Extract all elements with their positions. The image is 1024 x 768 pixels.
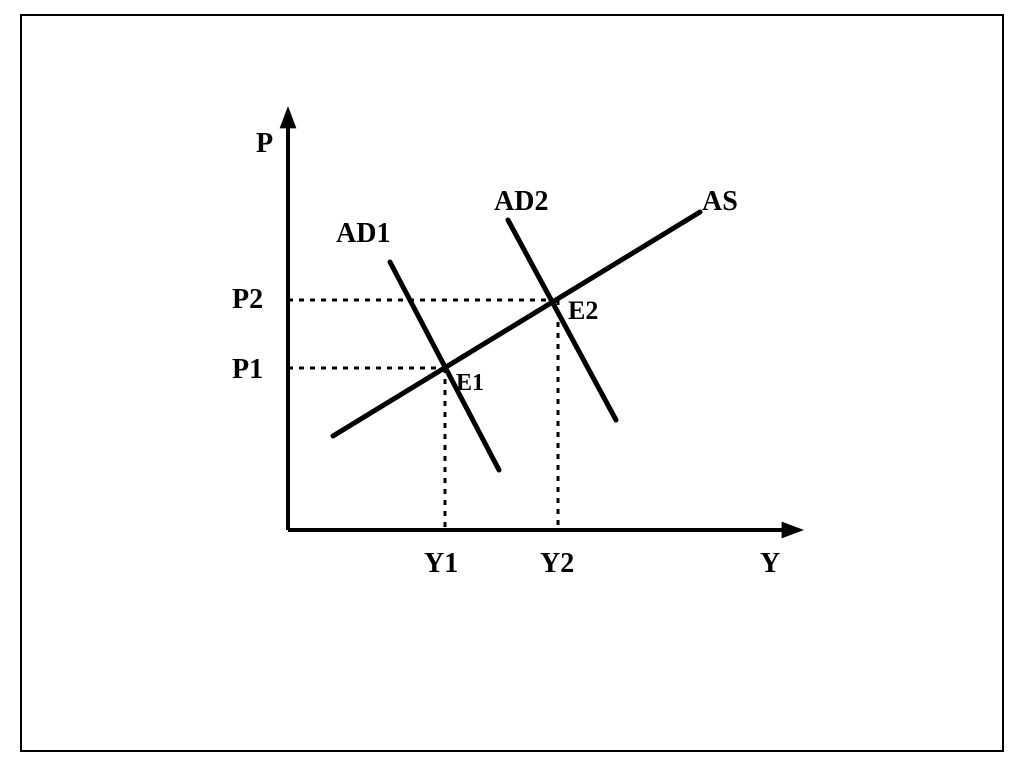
- label-p1: P1: [232, 354, 263, 386]
- label-y2: Y2: [540, 548, 574, 580]
- ad-as-chart: P Y P1 P2 Y1 Y2 AD1 AD2 AS E1 E2: [0, 0, 1024, 768]
- label-e1: E1: [456, 370, 484, 397]
- label-y1: Y1: [424, 548, 458, 580]
- label-y: Y: [760, 548, 780, 580]
- label-p2: P2: [232, 284, 263, 316]
- label-e2: E2: [568, 296, 598, 326]
- chart-svg: [0, 0, 1024, 768]
- label-ad1: AD1: [336, 218, 390, 250]
- label-ad2: AD2: [494, 186, 548, 218]
- label-p: P: [256, 128, 273, 160]
- label-as: AS: [702, 186, 738, 218]
